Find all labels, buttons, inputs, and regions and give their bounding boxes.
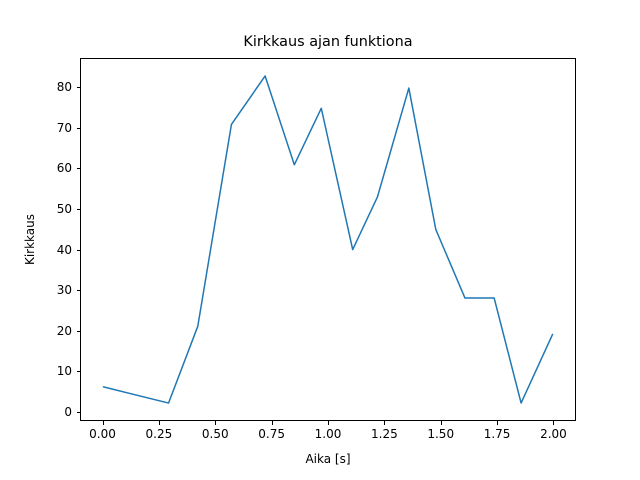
x-tick-label: 0.00 bbox=[89, 427, 116, 441]
data-series-line bbox=[102, 75, 554, 404]
x-axis-label: Aika [s] bbox=[305, 452, 351, 466]
x-tick-mark bbox=[271, 421, 273, 425]
y-tick-mark bbox=[76, 371, 80, 373]
plot-axes bbox=[80, 58, 576, 421]
x-tick-label: 2.00 bbox=[540, 427, 567, 441]
y-tick-label: 40 bbox=[56, 242, 72, 257]
x-tick-mark bbox=[497, 421, 499, 425]
y-tick-mark bbox=[76, 127, 80, 129]
x-tick-label: 1.50 bbox=[427, 427, 455, 441]
y-tick-label: 70 bbox=[56, 120, 72, 135]
y-tick-label: 20 bbox=[56, 323, 72, 338]
y-tick-mark bbox=[76, 290, 80, 292]
x-tick-label: 0.50 bbox=[201, 427, 229, 441]
x-tick-mark bbox=[440, 421, 442, 425]
x-tick-label: 1.25 bbox=[371, 427, 398, 441]
x-tick-label: 0.75 bbox=[258, 427, 285, 441]
y-tick-mark bbox=[76, 330, 80, 332]
y-tick-label: 10 bbox=[56, 364, 72, 379]
y-tick-mark bbox=[76, 412, 80, 414]
x-tick-label: 1.00 bbox=[314, 427, 342, 441]
y-tick-label: 30 bbox=[56, 283, 72, 298]
y-tick-label: 0 bbox=[64, 405, 72, 420]
y-tick-label: 50 bbox=[56, 202, 72, 217]
x-tick-mark bbox=[328, 421, 329, 425]
x-tick-label: 1.75 bbox=[483, 427, 511, 441]
x-tick-mark bbox=[215, 421, 217, 425]
y-tick-mark bbox=[76, 87, 80, 89]
x-tick-mark bbox=[158, 421, 160, 425]
y-tick-label: 80 bbox=[56, 80, 72, 95]
x-tick-label: 0.25 bbox=[145, 427, 173, 441]
x-tick-mark bbox=[102, 421, 104, 425]
x-tick-mark bbox=[384, 421, 386, 425]
x-tick-mark bbox=[553, 421, 555, 425]
y-tick-mark bbox=[76, 209, 80, 211]
line-plot-svg bbox=[102, 75, 554, 404]
y-tick-mark bbox=[76, 249, 80, 251]
y-tick-label: 60 bbox=[56, 161, 72, 176]
y-tick-mark bbox=[76, 168, 80, 170]
chart-title: Kirkkaus ajan funktiona bbox=[243, 34, 413, 50]
